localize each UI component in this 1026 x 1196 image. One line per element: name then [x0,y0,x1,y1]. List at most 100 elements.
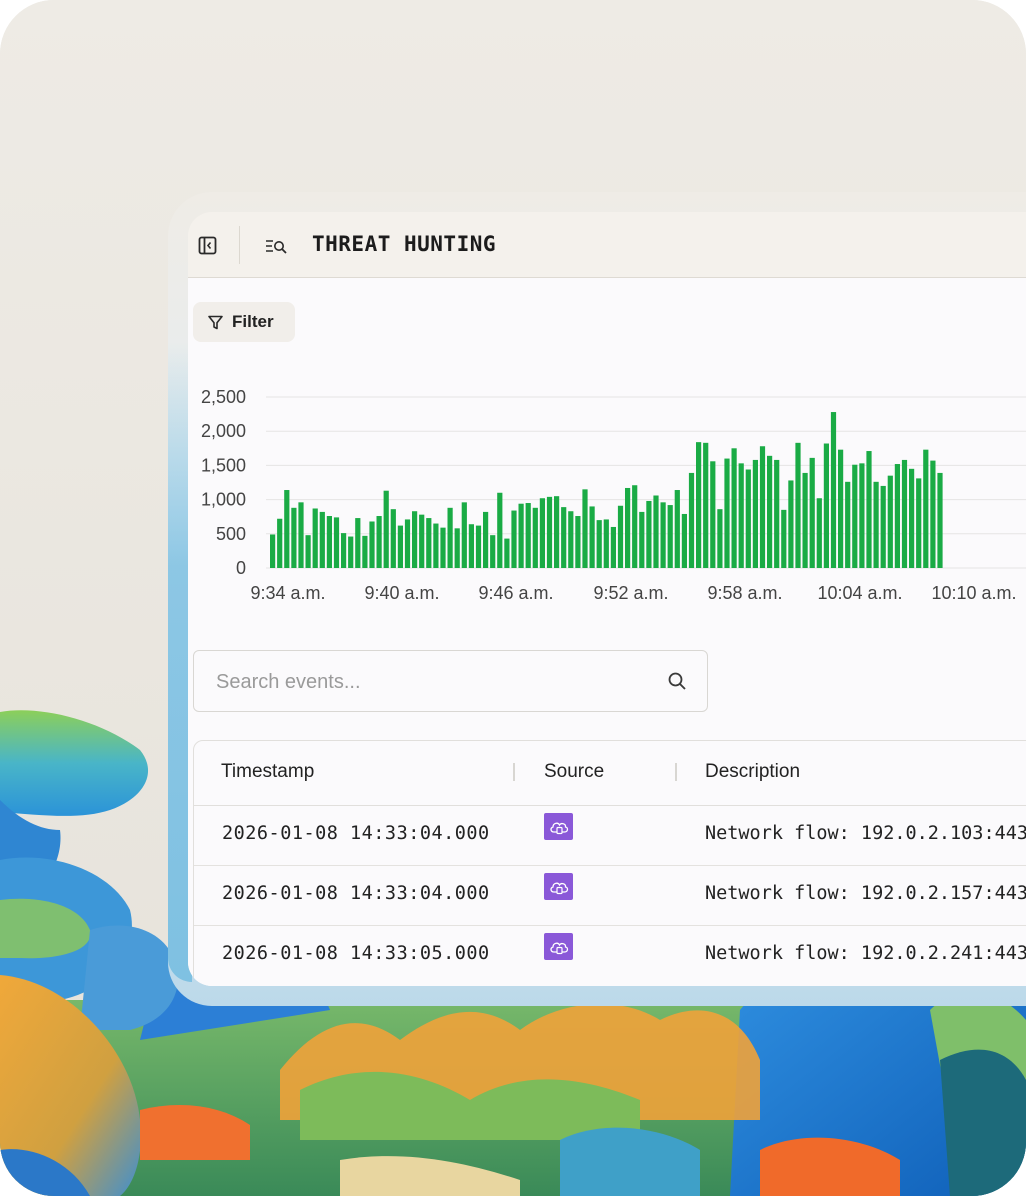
histogram-bar[interactable] [845,481,851,568]
histogram-bar[interactable] [603,519,609,568]
histogram-bar[interactable] [830,412,837,568]
histogram-bar[interactable] [483,511,489,568]
histogram-bar[interactable] [589,506,595,568]
histogram-bar[interactable] [348,536,354,568]
histogram-bar[interactable] [497,492,503,568]
histogram-bar[interactable] [490,535,496,568]
histogram-bar[interactable] [532,507,538,568]
histogram-bar[interactable] [696,442,702,568]
histogram-bar[interactable] [404,519,411,568]
histogram-bar[interactable] [781,509,787,568]
histogram-bar[interactable] [887,475,893,568]
histogram-bar[interactable] [270,534,276,568]
histogram-bar[interactable] [447,507,453,568]
histogram-bar[interactable] [333,517,340,568]
histogram-bar[interactable] [852,464,858,568]
histogram-bar[interactable] [816,498,822,568]
histogram-bar[interactable] [376,516,382,568]
histogram-bar[interactable] [901,459,908,568]
histogram-bar[interactable] [390,509,396,568]
histogram-bar[interactable] [632,485,638,568]
histogram-bar[interactable] [504,538,510,568]
column-resize-handle[interactable] [513,763,515,781]
column-resize-handle[interactable] [675,763,677,781]
histogram-bar[interactable] [525,503,531,568]
histogram-bar[interactable] [866,451,872,568]
histogram-bar[interactable] [873,481,879,568]
histogram-bar[interactable] [937,472,943,568]
histogram-bar[interactable] [341,533,347,568]
histogram-bar[interactable] [795,442,801,568]
histogram-bar[interactable] [767,455,773,568]
histogram-bar[interactable] [561,507,567,568]
histogram-bar[interactable] [788,480,794,568]
histogram-bar[interactable] [326,516,332,568]
histogram-bar[interactable] [809,457,815,568]
histogram-bar[interactable] [738,463,744,568]
histogram-bar[interactable] [568,511,574,568]
histogram-bar[interactable] [639,511,645,568]
histogram-bar[interactable] [802,472,808,568]
histogram-bar[interactable] [731,448,737,568]
histogram-bar[interactable] [362,535,368,568]
histogram-bar[interactable] [653,495,659,568]
histogram-bar[interactable] [703,442,709,568]
histogram-bar[interactable] [880,485,886,568]
histogram-bar[interactable] [397,525,403,568]
histogram-bar[interactable] [617,505,624,568]
histogram-bar[interactable] [575,516,581,568]
histogram-bar[interactable] [461,502,467,568]
histogram-bar[interactable] [724,458,730,568]
histogram-bar[interactable] [383,490,389,568]
histogram-bar[interactable] [582,489,588,568]
histogram-bar[interactable] [717,509,723,568]
histogram-bar[interactable] [823,443,829,568]
histogram-bar[interactable] [930,460,936,568]
histogram-bar[interactable] [625,487,631,568]
histogram-bar[interactable] [284,490,290,568]
histogram-bar[interactable] [745,469,751,568]
histogram-bar[interactable] [277,518,283,568]
histogram-bar[interactable] [681,513,687,568]
histogram-bar[interactable] [518,503,524,568]
histogram-bar[interactable] [426,518,432,568]
column-header-source[interactable]: Source [544,761,605,782]
sidebar-toggle-icon[interactable] [196,234,218,256]
histogram-bar[interactable] [759,446,766,568]
histogram-bar[interactable] [596,520,602,568]
histogram-bar[interactable] [916,478,922,568]
histogram-bar[interactable] [355,518,361,568]
histogram-bar[interactable] [774,459,780,568]
histogram-bar[interactable] [312,508,318,568]
search-icon[interactable] [667,671,687,696]
histogram-bar[interactable] [319,511,325,568]
histogram-bar[interactable] [674,490,680,568]
histogram-bar[interactable] [859,463,865,568]
table-row[interactable]: 2026-01-08 14:33:04.000 Network flow: 19… [194,865,1026,926]
histogram-bar[interactable] [909,468,915,568]
histogram-bar[interactable] [710,461,716,568]
histogram-bar[interactable] [291,507,297,568]
histogram-bar[interactable] [475,525,482,568]
histogram-bar[interactable] [298,502,304,568]
histogram-bar[interactable] [305,535,311,568]
histogram-bar[interactable] [412,511,418,568]
histogram-bar[interactable] [433,523,439,568]
table-row[interactable]: 2026-01-08 14:33:04.000 Network flow: 19… [194,805,1026,866]
histogram-bar[interactable] [923,449,929,568]
histogram-bar[interactable] [667,505,673,568]
histogram-bar[interactable] [838,449,844,568]
histogram-bar[interactable] [546,496,553,568]
histogram-bar[interactable] [646,500,652,568]
histogram-bar[interactable] [419,514,425,568]
histogram-bar[interactable] [511,510,517,568]
histogram-bar[interactable] [539,498,545,568]
histogram-bar[interactable] [454,528,460,568]
histogram-bar[interactable] [752,459,758,568]
histogram-bar[interactable] [554,496,560,568]
column-header-timestamp[interactable]: Timestamp [221,761,315,782]
histogram-bar[interactable] [468,524,474,568]
histogram-bar[interactable] [688,472,695,568]
histogram-bar[interactable] [369,521,375,568]
histogram-bar[interactable] [894,464,900,568]
